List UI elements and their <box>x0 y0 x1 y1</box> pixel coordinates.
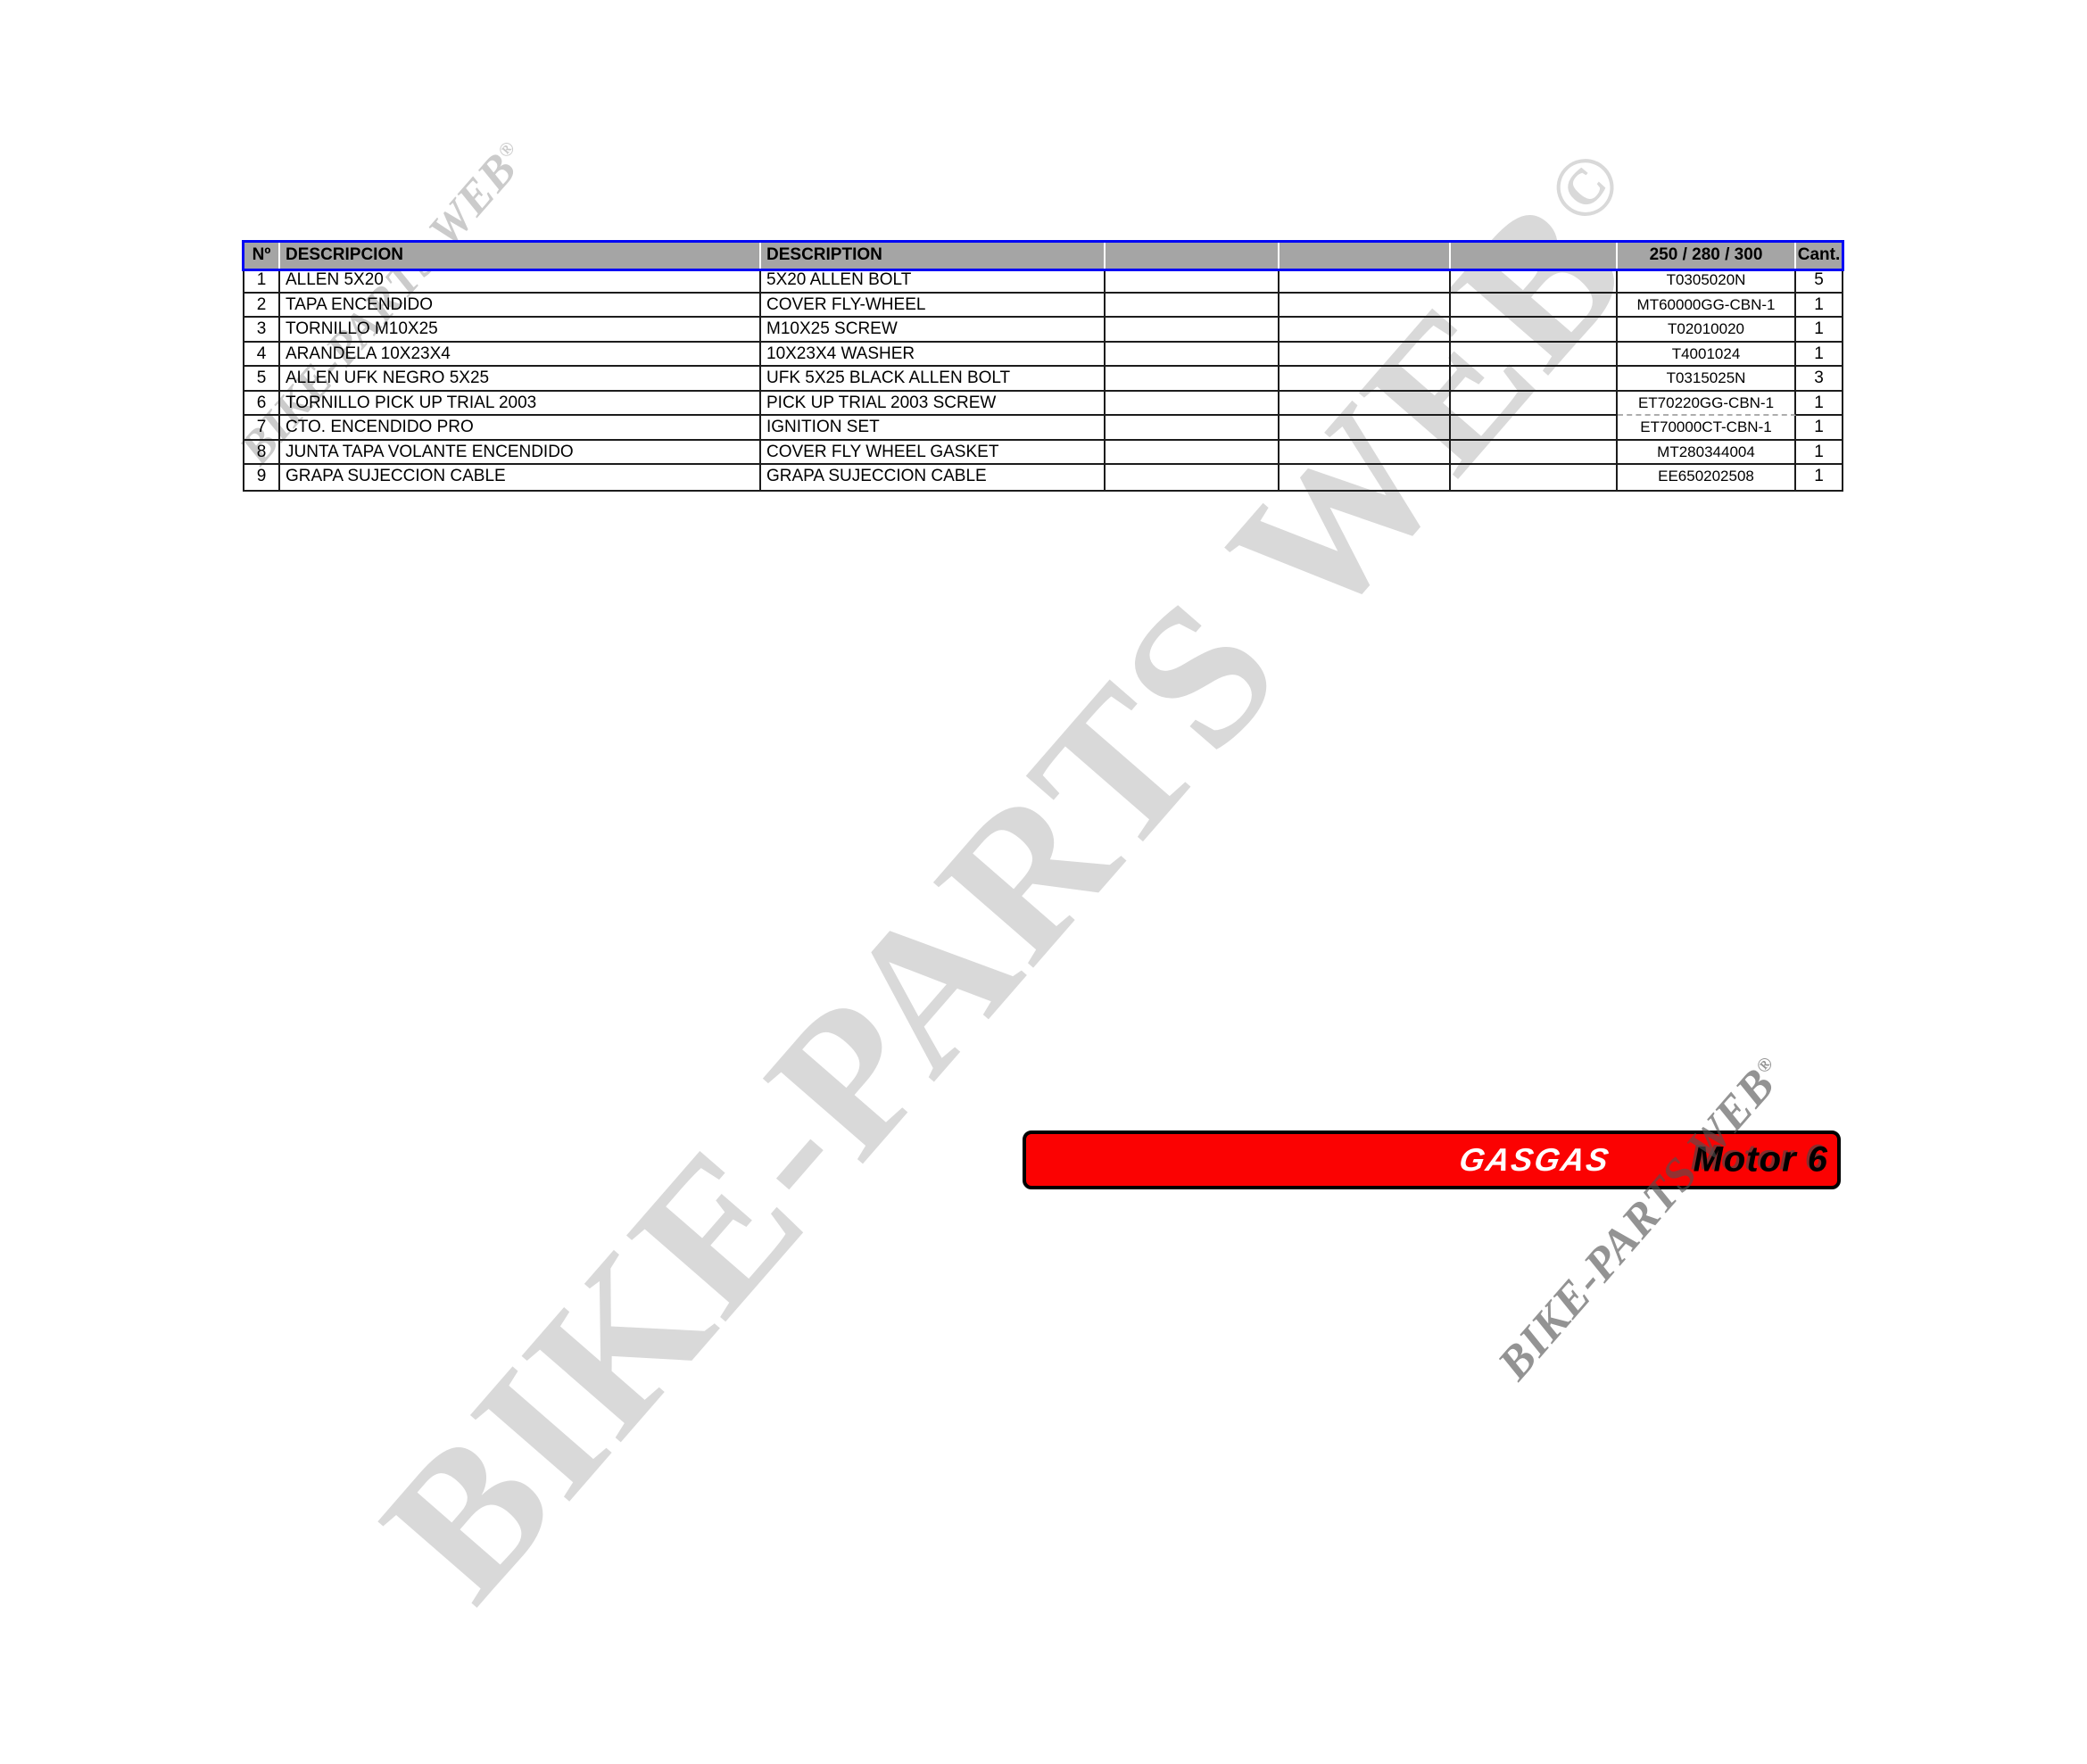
cell-descripcion: CTO. ENCENDIDO PRO <box>280 416 761 441</box>
cell-empty <box>1451 342 1618 367</box>
registered-symbol: ® <box>1752 1051 1778 1078</box>
cell-empty <box>1106 416 1280 441</box>
cell-empty <box>1106 440 1280 465</box>
cell-empty <box>1106 391 1280 416</box>
cell-empty <box>1451 465 1618 490</box>
cell-no: 8 <box>244 440 280 465</box>
cell-no: 6 <box>244 391 280 416</box>
cell-empty <box>1451 318 1618 343</box>
cell-description: 10X23X4 WASHER <box>761 342 1106 367</box>
cell-description: PICK UP TRIAL 2003 SCREW <box>761 391 1106 416</box>
cell-description: IGNITION SET <box>761 416 1106 441</box>
cell-empty <box>1451 416 1618 441</box>
header-models: 250 / 280 / 300 <box>1618 243 1796 269</box>
table-row: 1 ALLEN 5X20 5X20 ALLEN BOLT T0305020N 5 <box>244 269 1842 294</box>
gasgas-logo: GASGAS <box>1456 1141 1613 1178</box>
table-row: 7 CTO. ENCENDIDO PRO IGNITION SET ET7000… <box>244 416 1842 441</box>
cell-qty: 5 <box>1796 269 1842 294</box>
cell-qty: 1 <box>1796 343 1842 367</box>
cell-descripcion: TAPA ENCENDIDO <box>280 293 761 318</box>
cell-descripcion: ALLEN UFK NEGRO 5X25 <box>280 367 761 392</box>
cell-empty <box>1451 269 1618 294</box>
cell-descripcion: TORNILLO PICK UP TRIAL 2003 <box>280 391 761 416</box>
header-empty <box>1451 243 1618 269</box>
cell-qty: 1 <box>1796 441 1842 465</box>
cell-empty <box>1106 367 1280 392</box>
cell-part-number: MT60000GG-CBN-1 <box>1618 293 1796 318</box>
cell-no: 4 <box>244 342 280 367</box>
cell-empty <box>1280 269 1451 294</box>
cell-part-number: ET70000CT-CBN-1 <box>1618 416 1796 441</box>
cell-part-number: T4001024 <box>1618 342 1796 367</box>
model-title: Motor 6 <box>1693 1139 1828 1180</box>
table-row: 9 GRAPA SUJECCION CABLE GRAPA SUJECCION … <box>244 465 1842 490</box>
cell-no: 2 <box>244 293 280 318</box>
parts-table: Nº DESCRIPCION DESCRIPTION 250 / 280 / 3… <box>242 240 1844 492</box>
cell-description: UFK 5X25 BLACK ALLEN BOLT <box>761 367 1106 392</box>
cell-part-number: EE650202508 <box>1618 465 1796 490</box>
model-banner: GASGAS Motor 6 <box>1023 1130 1841 1189</box>
cell-empty <box>1280 293 1451 318</box>
watermark-bottom-right: BIKE-PARTS WEB® <box>1439 991 1844 1446</box>
cell-no: 7 <box>244 416 280 441</box>
header-no: Nº <box>244 243 280 269</box>
copyright-symbol: © <box>1528 130 1644 243</box>
table-row: 3 TORNILLO M10X25 M10X25 SCREW T02010020… <box>244 318 1842 343</box>
header-descripcion: DESCRIPCION <box>280 243 761 269</box>
cell-empty <box>1280 391 1451 416</box>
cell-no: 5 <box>244 367 280 392</box>
cell-empty <box>1451 440 1618 465</box>
cell-empty <box>1106 293 1280 318</box>
cell-description: COVER FLY WHEEL GASKET <box>761 440 1106 465</box>
table-row: 5 ALLEN UFK NEGRO 5X25 UFK 5X25 BLACK AL… <box>244 367 1842 392</box>
header-qty: Cant. <box>1796 243 1842 269</box>
cell-part-number: T0305020N <box>1618 269 1796 294</box>
cell-description: 5X20 ALLEN BOLT <box>761 269 1106 294</box>
cell-part-number: T02010020 <box>1618 318 1796 343</box>
cell-empty <box>1280 465 1451 490</box>
cell-empty <box>1106 465 1280 490</box>
watermark-text: BIKE-PARTS WEB <box>1488 1058 1785 1390</box>
cell-description: M10X25 SCREW <box>761 318 1106 343</box>
cell-descripcion: ALLEN 5X20 <box>280 269 761 294</box>
cell-descripcion: ARANDELA 10X23X4 <box>280 342 761 367</box>
cell-empty <box>1280 440 1451 465</box>
cell-qty: 1 <box>1814 467 1824 485</box>
cell-part-number: ET70220GG-CBN-1 <box>1618 391 1796 416</box>
header-description: DESCRIPTION <box>761 243 1106 269</box>
cell-descripcion: GRAPA SUJECCION CABLE <box>280 465 761 490</box>
cell-empty <box>1451 391 1618 416</box>
cell-qty: 1 <box>1796 294 1842 318</box>
cell-empty <box>1280 367 1451 392</box>
cell-description: GRAPA SUJECCION CABLE <box>761 465 1106 490</box>
cell-qty: 1 <box>1796 392 1842 416</box>
cell-no: 1 <box>244 269 280 294</box>
cell-empty <box>1451 293 1618 318</box>
cell-empty <box>1106 318 1280 343</box>
cell-empty <box>1451 367 1618 392</box>
cell-no: 3 <box>244 318 280 343</box>
cell-empty <box>1106 342 1280 367</box>
cell-part-number: T0315025N <box>1618 367 1796 392</box>
header-empty <box>1106 243 1280 269</box>
cell-empty <box>1106 269 1280 294</box>
cell-part-number: MT280344004 <box>1618 440 1796 465</box>
header-empty <box>1280 243 1451 269</box>
cell-empty <box>1280 342 1451 367</box>
table-row: 6 TORNILLO PICK UP TRIAL 2003 PICK UP TR… <box>244 391 1842 416</box>
cell-descripcion: JUNTA TAPA VOLANTE ENCENDIDO <box>280 440 761 465</box>
registered-symbol: ® <box>493 136 520 162</box>
cell-empty <box>1280 318 1451 343</box>
cell-qty: 3 <box>1796 367 1842 392</box>
cell-no: 9 <box>244 465 280 490</box>
table-row: 2 TAPA ENCENDIDO COVER FLY-WHEEL MT60000… <box>244 293 1842 318</box>
cell-qty: 1 <box>1796 416 1842 441</box>
cell-empty <box>1280 416 1451 441</box>
table-row: 8 JUNTA TAPA VOLANTE ENCENDIDO COVER FLY… <box>244 440 1842 465</box>
table-header-row: Nº DESCRIPCION DESCRIPTION 250 / 280 / 3… <box>242 240 1844 271</box>
cell-descripcion: TORNILLO M10X25 <box>280 318 761 343</box>
cell-qty: 1 <box>1796 318 1842 343</box>
cell-description: COVER FLY-WHEEL <box>761 293 1106 318</box>
table-row: 4 ARANDELA 10X23X4 10X23X4 WASHER T40010… <box>244 342 1842 367</box>
